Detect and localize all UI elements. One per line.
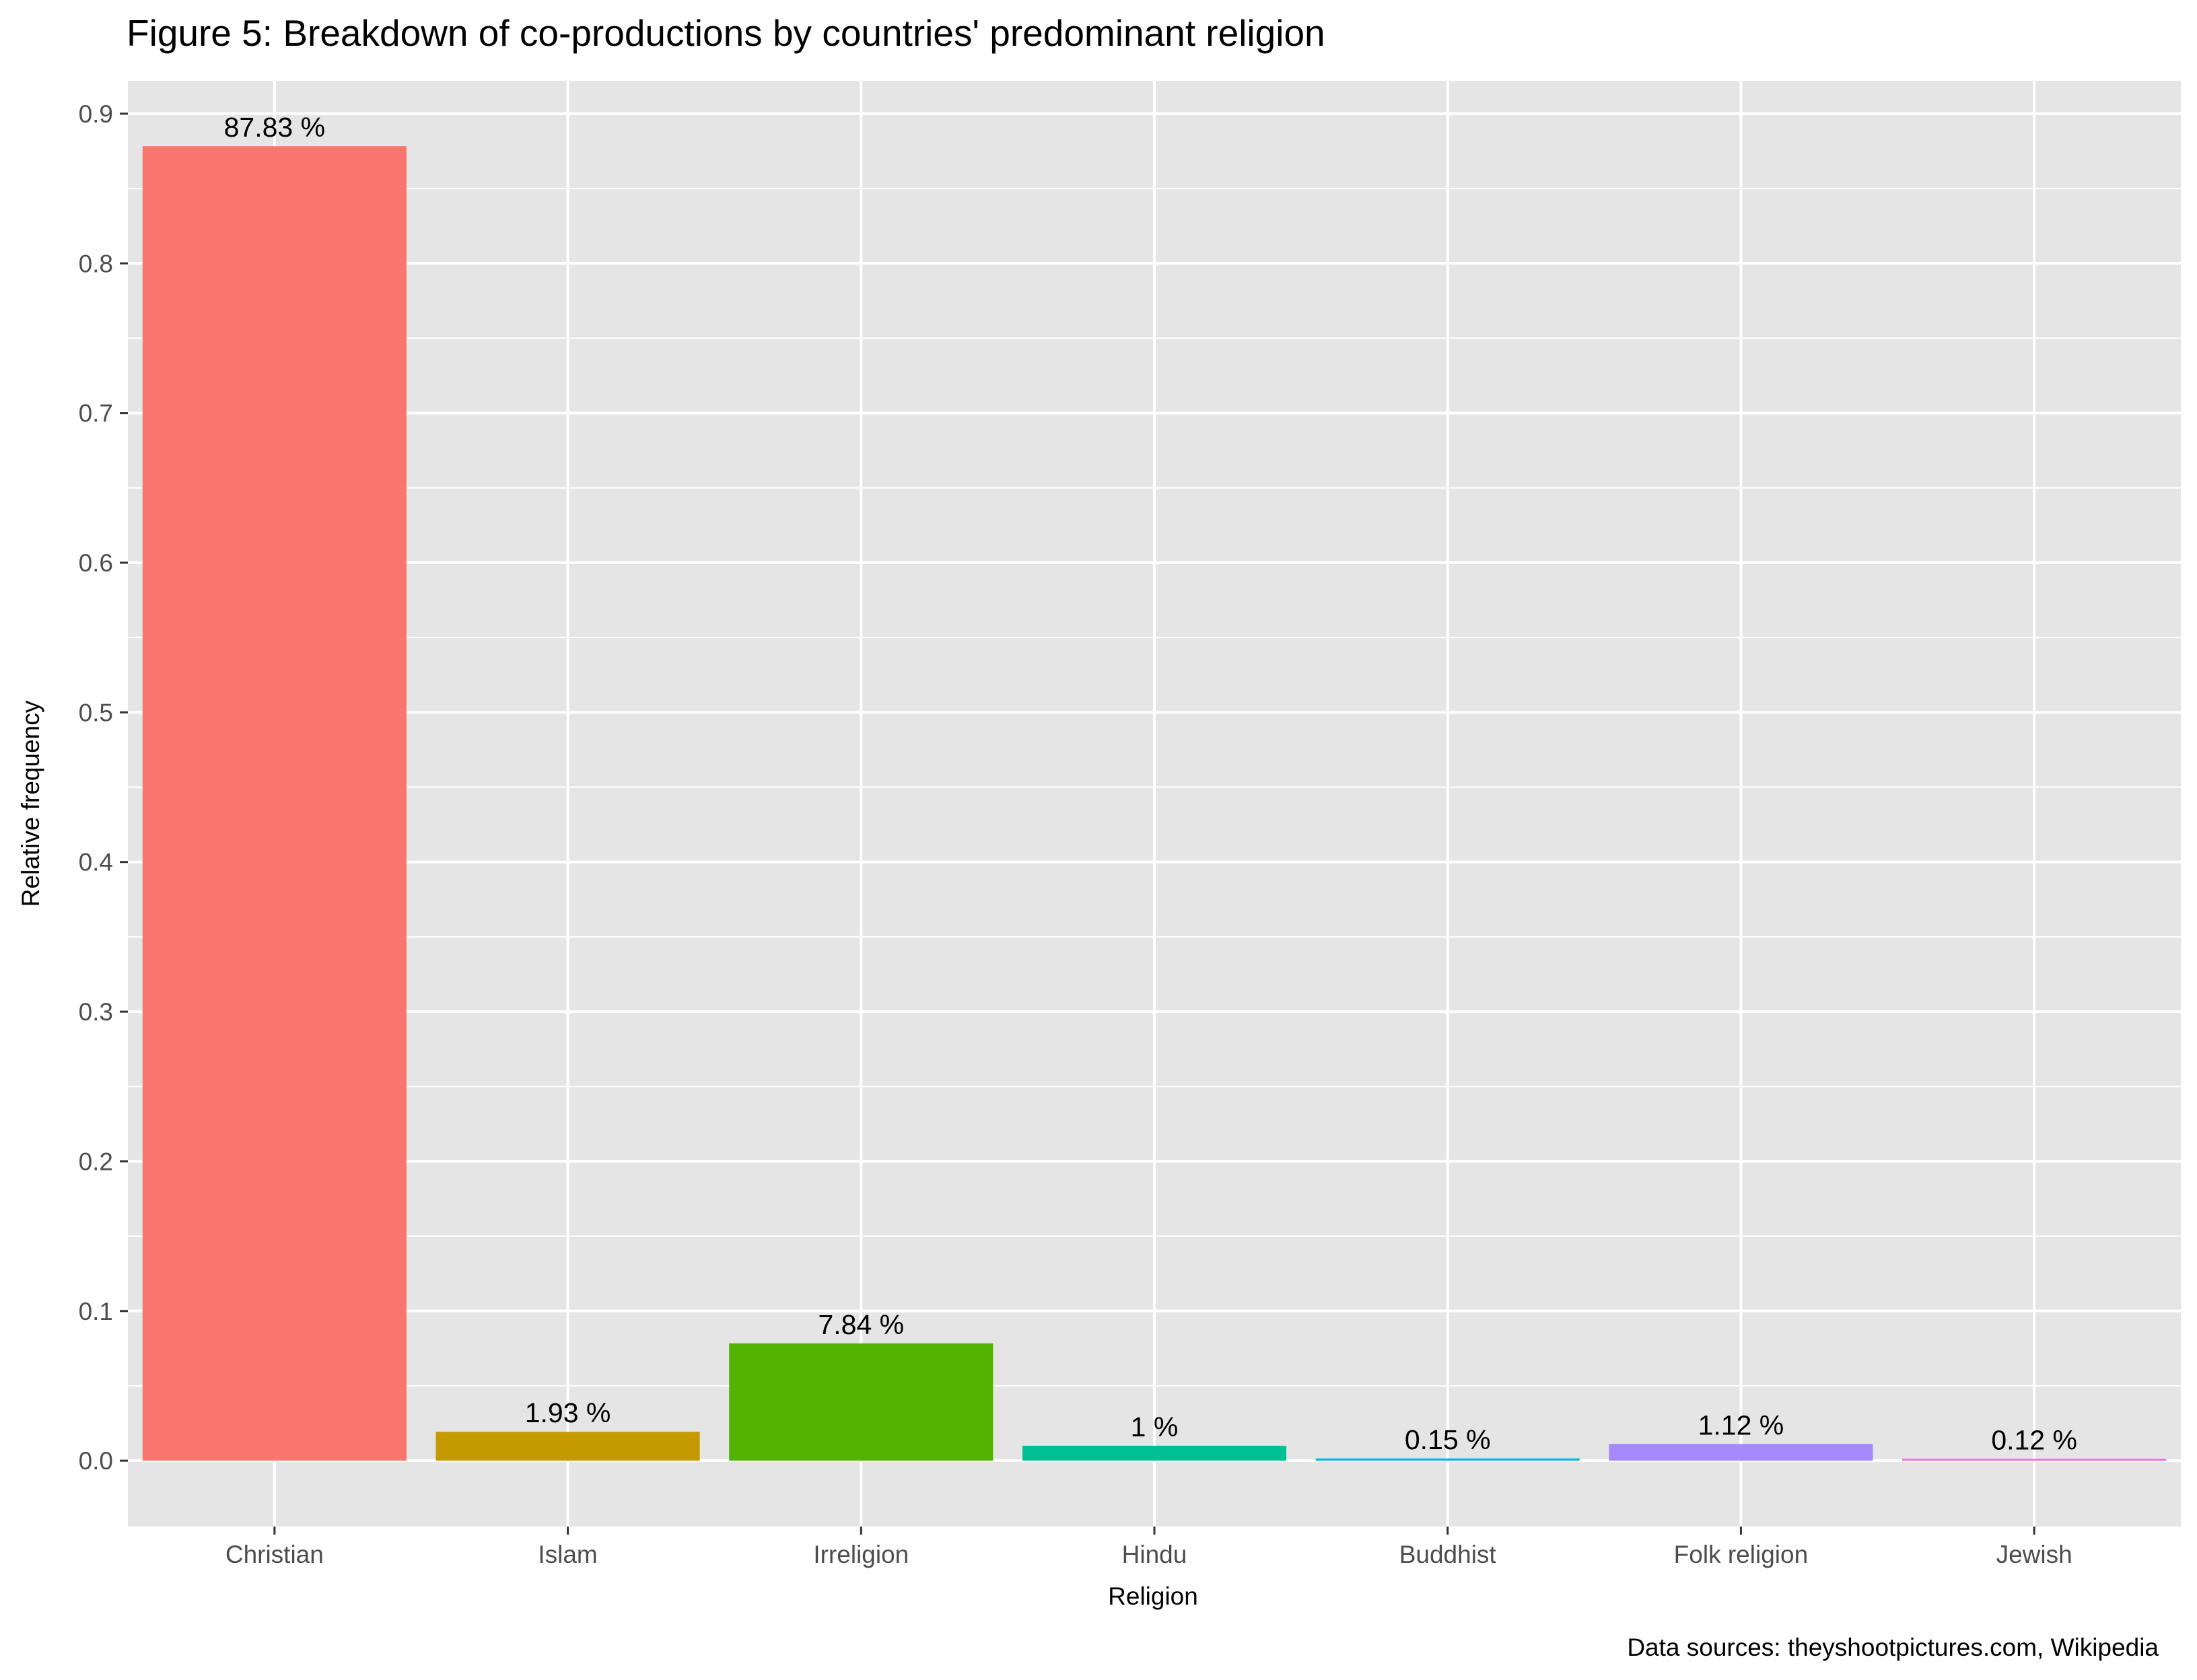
x-axis: Christian Islam Irreligion Hindu Buddhist Fol… [225,1527,2072,1568]
y-tick-label: 0.1 [79,1298,113,1325]
bar-folk-religion [1609,1444,1873,1461]
bar-value-label: 0.12 % [1991,1424,2077,1455]
y-axis: 0.0 0.1 0.2 0.3 0.4 0.5 0.6 0.7 0.8 0.9 [79,100,128,1475]
bar-islam [435,1432,700,1461]
bar-buddhist [1315,1458,1580,1461]
y-tick-label: 0.5 [79,699,113,726]
x-tick-label: Irreligion [813,1541,909,1568]
y-tick-label: 0.6 [79,549,113,577]
bar-hindu [1022,1445,1287,1461]
bar-irreligion [729,1343,993,1461]
bar-value-label: 87.83 % [224,112,325,143]
y-tick-label: 0.4 [79,849,113,876]
x-tick-label: Christian [225,1541,324,1568]
bar-labels: 87.83 % 1.93 % 7.84 % 1 % 0.15 % 1.12 % 0.12 % [224,112,2077,1455]
y-tick-label: 0.2 [79,1148,113,1175]
bar-value-label: 0.15 % [1405,1424,1491,1455]
x-tick-label: Islam [538,1541,597,1568]
y-axis-title: Relative frequency [17,700,44,907]
y-tick-label: 0.9 [79,100,113,128]
bar-value-label: 1.93 % [525,1397,611,1428]
x-tick-label: Buddhist [1399,1541,1497,1568]
chart-caption: Data sources: theyshootpictures.com, Wik… [1627,1634,2159,1661]
bars [142,146,2167,1461]
x-tick-label: Folk religion [1674,1541,1808,1568]
bar-jewish [1902,1459,2167,1461]
y-tick-label: 0.0 [79,1447,113,1475]
x-axis-title: Religion [1108,1582,1198,1610]
y-tick-label: 0.8 [79,250,113,277]
y-tick-label: 0.3 [79,998,113,1026]
bar-christian [142,146,407,1461]
bar-value-label: 1 % [1131,1411,1179,1442]
bar-value-label: 7.84 % [818,1309,904,1340]
x-tick-label: Hindu [1122,1541,1187,1568]
y-tick-label: 0.7 [79,400,113,427]
chart-title: Figure 5: Breakdown of co-productions by… [127,12,1325,54]
x-tick-label: Jewish [1996,1541,2072,1568]
bar-value-label: 1.12 % [1698,1409,1784,1440]
